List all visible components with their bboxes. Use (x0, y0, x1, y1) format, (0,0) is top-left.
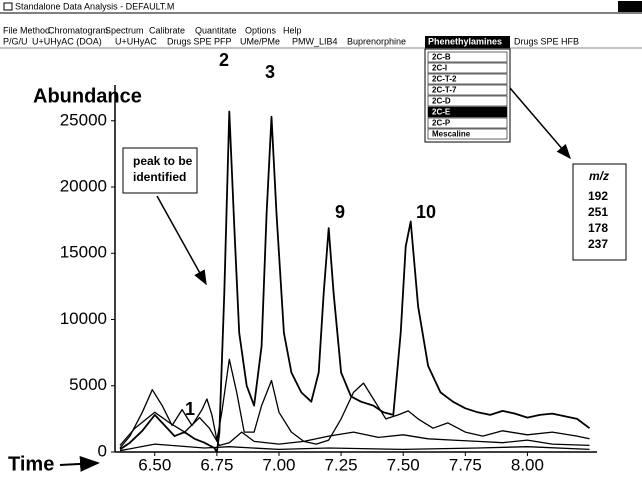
trace (119, 110, 591, 453)
x-tick-label: 8.00 (511, 455, 544, 474)
dropdown-item[interactable]: 2C-T-7 (432, 86, 457, 95)
toolbar-item[interactable]: P/G/U (3, 36, 28, 46)
annotation: peak to be (133, 154, 193, 168)
dropdown-item[interactable]: 2C-P (432, 119, 451, 128)
mz-header: m/z (589, 169, 609, 183)
annotation-box (122, 147, 198, 194)
toolbar-item[interactable]: UMe/PMe (240, 36, 280, 46)
peak-label: 3 (265, 62, 275, 82)
peak-label: 9 (335, 202, 345, 222)
y-tick-label: 0 (98, 441, 107, 460)
dropdown-item[interactable]: 2C-B (432, 53, 451, 62)
selected-tab-bg (425, 36, 510, 48)
y-tick-label: 5000 (69, 375, 107, 394)
peak-label: 1 (185, 399, 195, 419)
dropdown-item[interactable]: Mescaline (432, 130, 471, 139)
mz-value: 192 (588, 189, 608, 203)
x-tick-label: 6.50 (138, 455, 171, 474)
menu-item[interactable]: Quantitate (195, 25, 237, 35)
annotation-arrow (156, 195, 207, 286)
dropdown-item[interactable]: 2C-D (432, 97, 451, 106)
dropdown-item[interactable]: 2C-I (432, 64, 447, 73)
app-icon (3, 2, 13, 11)
arrow (509, 87, 571, 160)
y-tick-label: 15000 (60, 243, 107, 262)
x-tick-label: 6.75 (200, 455, 233, 474)
mz-value: 251 (588, 205, 608, 219)
annotation: identified (133, 170, 186, 184)
x-tick-label: 7.25 (325, 455, 358, 474)
dropdown-item-bg (427, 106, 508, 118)
y-tick-label: 25000 (60, 110, 107, 129)
menu-item[interactable]: Chromatogram (48, 25, 108, 35)
trace (119, 411, 590, 447)
menu-item[interactable]: File (3, 25, 18, 35)
x-tick-label: 7.00 (262, 455, 295, 474)
toolbar-item[interactable]: PMW_LIB4 (292, 36, 338, 46)
menu-item[interactable]: Help (283, 25, 302, 35)
toolbar-item[interactable]: Buprenorphine (347, 36, 406, 46)
window-controls[interactable] (618, 1, 642, 12)
mz-value: 237 (588, 237, 608, 251)
x-tick-label: 7.50 (387, 455, 420, 474)
menu-item[interactable]: Options (245, 25, 277, 35)
peak-label: 10 (416, 202, 436, 222)
dropdown-item-bg (427, 73, 508, 85)
mz-box (572, 163, 627, 261)
trace (119, 358, 590, 449)
x-axis-label: Time (8, 453, 54, 475)
y-tick-label: 10000 (60, 309, 107, 328)
x-tick-label: 7.75 (449, 455, 482, 474)
dropdown-item-bg (427, 84, 508, 96)
toolbar-item[interactable]: U+UHyAC (115, 36, 157, 46)
toolbar-item[interactable]: Drugs SPE PFP (167, 36, 232, 46)
peak-label: 2 (219, 50, 229, 70)
time-arrow (59, 455, 100, 472)
toolbar-item[interactable]: U+UHyAC (DOA) (32, 36, 102, 46)
toolbar-item[interactable]: Phenethylamines (428, 36, 502, 46)
y-axis-label: Abundance (33, 85, 142, 107)
y-tick-label: 20000 (60, 177, 107, 196)
trace (119, 443, 590, 452)
toolbar-item[interactable]: Drugs SPE HFB (514, 36, 579, 46)
dropdown-item-bg (427, 117, 508, 129)
dropdown-item[interactable]: 2C-T-2 (432, 75, 457, 84)
menu-item[interactable]: Calibrate (149, 25, 185, 35)
menu-item[interactable]: Spectrum (105, 25, 144, 35)
menu-item[interactable]: Method (20, 25, 50, 35)
dropdown-item-bg (427, 62, 508, 74)
dropdown-item-bg (427, 95, 508, 107)
dropdown-item-bg (427, 51, 508, 63)
dropdown-item-bg (427, 128, 508, 140)
dropdown-item[interactable]: 2C-E (432, 108, 451, 117)
window-title: Standalone Data Analysis - DEFAULT.M (15, 1, 174, 11)
mz-value: 178 (588, 221, 608, 235)
